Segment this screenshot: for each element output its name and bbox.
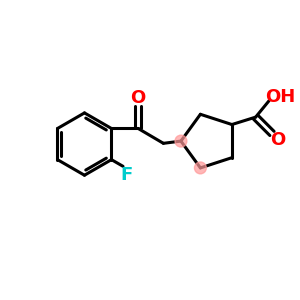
Circle shape xyxy=(175,135,187,147)
Text: O: O xyxy=(130,89,146,107)
Circle shape xyxy=(194,162,206,174)
Text: OH: OH xyxy=(265,88,296,106)
Text: O: O xyxy=(270,131,285,149)
Text: F: F xyxy=(121,166,133,184)
